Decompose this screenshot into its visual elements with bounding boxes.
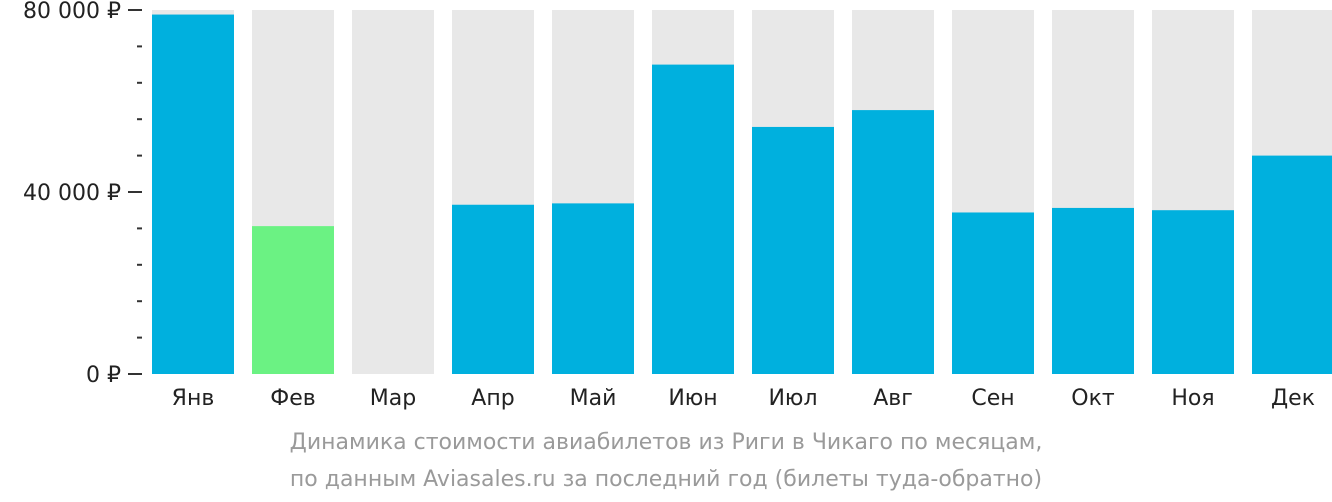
bar xyxy=(1052,207,1134,374)
chart-caption-line-2: по данным Aviasales.ru за последний год … xyxy=(289,467,1043,492)
bar-background xyxy=(352,10,434,374)
bar xyxy=(552,203,634,374)
y-tick-label: 80 000 ₽ xyxy=(23,0,121,24)
x-tick-label: Окт xyxy=(1071,386,1115,411)
bar-chart: 0 ₽ 40 000 ₽ 80 000 ₽ Янв Фев Мар Апр Май Июн Июл… xyxy=(23,0,1332,411)
bar xyxy=(952,212,1034,374)
bar xyxy=(652,64,734,374)
bar xyxy=(1152,210,1234,374)
bar xyxy=(852,110,934,374)
x-tick-label: Сен xyxy=(971,386,1014,411)
x-tick-label: Июн xyxy=(668,386,717,411)
x-tick-label: Июл xyxy=(768,386,817,411)
bar xyxy=(452,204,534,374)
x-tick-label: Апр xyxy=(471,386,514,411)
bar xyxy=(252,226,334,374)
x-tick-label: Дек xyxy=(1271,386,1315,411)
y-tick-label: 0 ₽ xyxy=(86,363,121,388)
x-tick-label: Мар xyxy=(370,386,416,411)
x-tick-label: Авг xyxy=(873,386,913,411)
bar xyxy=(152,14,234,375)
bar xyxy=(1252,155,1332,374)
chart-caption-line-1: Динамика стоимости авиабилетов из Риги в… xyxy=(289,430,1043,455)
x-tick-label: Май xyxy=(570,386,617,411)
x-tick-label: Янв xyxy=(172,386,215,411)
x-tick-label: Ноя xyxy=(1171,386,1214,411)
x-tick-label: Фев xyxy=(270,386,315,411)
bar xyxy=(752,126,834,374)
y-tick-label: 40 000 ₽ xyxy=(23,181,121,206)
